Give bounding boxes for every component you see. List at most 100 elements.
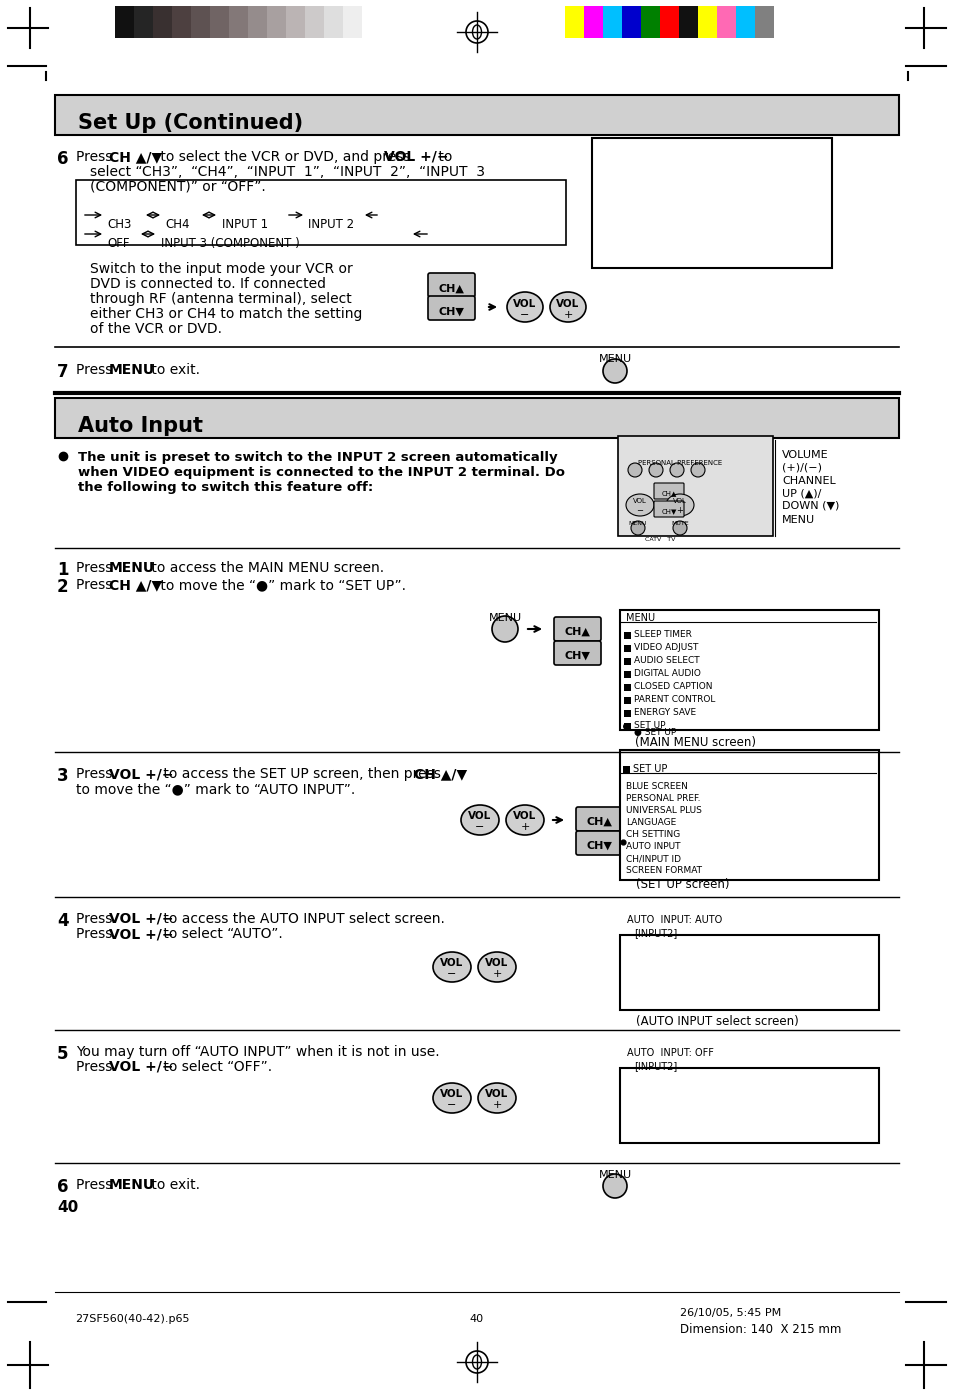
Text: CH4: CH4: [165, 217, 190, 231]
Bar: [621, 6, 640, 38]
Text: CATV   TV: CATV TV: [644, 537, 675, 542]
Text: CH ▲/▼: CH ▲/▼: [414, 767, 467, 781]
Text: Switch to the input mode your VCR or: Switch to the input mode your VCR or: [90, 262, 353, 276]
Circle shape: [602, 360, 626, 383]
Text: either CH3 or CH4 to match the setting: either CH3 or CH4 to match the setting: [90, 307, 362, 321]
Text: CH▼: CH▼: [660, 507, 676, 514]
Bar: [623, 671, 630, 677]
Text: through RF (antenna terminal), select: through RF (antenna terminal), select: [90, 291, 352, 307]
Ellipse shape: [665, 493, 693, 516]
Text: SET UP: SET UP: [633, 764, 667, 774]
Text: VOL: VOL: [440, 958, 463, 967]
Ellipse shape: [477, 1083, 516, 1112]
Bar: [286, 6, 305, 38]
Text: to select “AUTO”.: to select “AUTO”.: [159, 927, 282, 941]
Text: +: +: [492, 1100, 501, 1110]
Bar: [267, 6, 286, 38]
Bar: [735, 6, 754, 38]
Text: when VIDEO equipment is connected to the INPUT 2 terminal. Do: when VIDEO equipment is connected to the…: [78, 466, 564, 480]
Ellipse shape: [433, 1083, 471, 1112]
Ellipse shape: [433, 952, 471, 981]
Bar: [623, 723, 630, 730]
Bar: [564, 6, 583, 38]
Bar: [172, 6, 191, 38]
Text: to exit.: to exit.: [147, 1178, 200, 1192]
Text: MENU: MENU: [109, 362, 155, 376]
Bar: [229, 6, 248, 38]
Bar: [324, 6, 343, 38]
Text: CH ▲/▼: CH ▲/▼: [109, 151, 162, 164]
FancyBboxPatch shape: [654, 500, 683, 517]
Bar: [602, 6, 621, 38]
Text: UNIVERSAL  PLUS: UNIVERSAL PLUS: [606, 152, 698, 162]
Circle shape: [630, 521, 644, 535]
Text: +: +: [676, 506, 682, 514]
Text: Press: Press: [76, 927, 116, 941]
Text: (SET UP screen): (SET UP screen): [636, 878, 729, 891]
Circle shape: [492, 616, 517, 643]
Text: 27SF560(40-42).p65: 27SF560(40-42).p65: [75, 1315, 190, 1324]
FancyBboxPatch shape: [654, 482, 683, 499]
Circle shape: [669, 463, 683, 477]
Text: to move the “●” mark to “SET UP”.: to move the “●” mark to “SET UP”.: [156, 579, 406, 592]
Bar: [698, 6, 717, 38]
Text: to select the VCR or DVD, and press: to select the VCR or DVD, and press: [156, 151, 415, 164]
Text: (COMPONENT)” or “OFF”.: (COMPONENT)” or “OFF”.: [90, 180, 266, 194]
FancyBboxPatch shape: [554, 641, 600, 665]
Text: INPUT 3 (COMPONENT ): INPUT 3 (COMPONENT ): [161, 237, 299, 250]
Text: DVD is connected to. If connected: DVD is connected to. If connected: [90, 277, 326, 291]
Bar: [152, 6, 172, 38]
Text: MENU: MENU: [781, 514, 814, 526]
Text: The unit is preset to switch to the INPUT 2 screen automatically: The unit is preset to switch to the INPU…: [78, 452, 558, 464]
Text: INPUT 1: INPUT 1: [222, 217, 268, 231]
Text: VOL +/−: VOL +/−: [384, 151, 448, 164]
Text: DVD: DVD: [613, 183, 634, 192]
Text: Press: Press: [76, 560, 116, 574]
Text: 40: 40: [470, 1315, 483, 1324]
Text: +: +: [492, 969, 501, 979]
Text: SLEEP TIMER: SLEEP TIMER: [634, 630, 691, 638]
FancyBboxPatch shape: [554, 618, 600, 641]
Text: DOWN (▼): DOWN (▼): [781, 500, 839, 510]
Text: 3: 3: [57, 767, 69, 785]
Text: VOL +/−: VOL +/−: [109, 1059, 173, 1073]
Bar: [619, 611, 878, 730]
Text: 4: 4: [57, 912, 69, 930]
Bar: [623, 658, 630, 665]
Circle shape: [648, 463, 662, 477]
Text: Press: Press: [76, 362, 116, 376]
Text: ● SET UP: ● SET UP: [634, 728, 676, 737]
Text: VOL: VOL: [440, 1089, 463, 1098]
Text: MENU: MENU: [598, 1170, 631, 1179]
Text: VOL: VOL: [485, 958, 508, 967]
Text: CHANNEL: CHANNEL: [781, 475, 835, 487]
Text: VOL: VOL: [633, 498, 646, 505]
Text: VOL +/−: VOL +/−: [109, 767, 173, 781]
Text: MENU: MENU: [109, 560, 155, 574]
Text: to select “OFF”.: to select “OFF”.: [159, 1059, 272, 1073]
Text: 1: 1: [57, 560, 69, 579]
Bar: [55, 95, 898, 135]
Text: −: −: [447, 1100, 456, 1110]
Text: CH/INPUT ID: CH/INPUT ID: [625, 855, 680, 863]
Text: to access the SET UP screen, then press: to access the SET UP screen, then press: [159, 767, 445, 781]
Text: Press: Press: [76, 1178, 116, 1192]
Bar: [618, 436, 772, 537]
Text: Auto Input: Auto Input: [78, 415, 203, 436]
Bar: [623, 684, 630, 691]
Text: −: −: [475, 822, 484, 832]
Text: MENU: MENU: [628, 521, 646, 526]
FancyBboxPatch shape: [576, 831, 622, 855]
Bar: [754, 6, 773, 38]
Text: (MAIN MENU screen): (MAIN MENU screen): [635, 736, 755, 749]
Text: DIGITAL AUDIO: DIGITAL AUDIO: [634, 669, 700, 677]
Text: [INPUT2]: [INPUT2]: [634, 1061, 677, 1071]
Text: Set Up (Continued): Set Up (Continued): [78, 113, 303, 132]
Bar: [679, 6, 698, 38]
Circle shape: [627, 463, 641, 477]
Text: to: to: [434, 151, 452, 164]
Bar: [210, 6, 229, 38]
Bar: [623, 710, 630, 717]
Text: AUTO  INPUT: OFF: AUTO INPUT: OFF: [626, 1048, 713, 1058]
Ellipse shape: [550, 291, 585, 322]
